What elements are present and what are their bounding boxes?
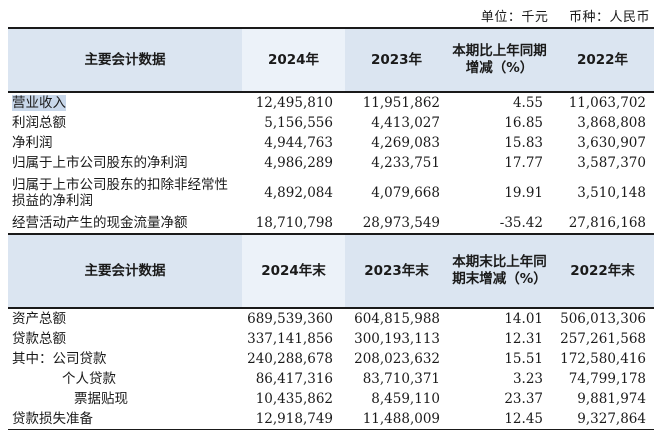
- value-2023: 4,233,751: [371, 155, 440, 171]
- table-row: 贷款损失准备 12,918,749 11,488,009 12.45 9,327…: [8, 409, 654, 430]
- value-2023: 83,710,371: [362, 371, 440, 387]
- row-label: 归属于上市公司股东的扣除非经常性损益的净利润: [12, 177, 228, 209]
- header-year-2022: 2022年: [551, 27, 654, 92]
- value-2022: 11,063,702: [551, 91, 654, 113]
- value-change: 12.45: [448, 409, 551, 430]
- value-change: 3.23: [512, 371, 543, 387]
- value-2024: 240,288,678: [247, 351, 333, 367]
- row-label: 其中：公司贷款: [12, 351, 107, 367]
- value-2022: 3,630,907: [577, 135, 646, 151]
- table-row: 利润总额 5,156,556 4,413,027 16.85 3,868,808: [8, 113, 654, 133]
- value-2022: 506,013,306: [551, 307, 654, 329]
- table-row: 其中：公司贷款 240,288,678 208,023,632 15.51 17…: [8, 349, 654, 369]
- row-label: 贷款损失准备: [8, 409, 242, 430]
- header-change: 本期比上年同期增减（%）: [448, 27, 551, 92]
- value-2022: 74,799,178: [568, 371, 646, 387]
- row-label: 营业收入: [8, 91, 242, 113]
- value-2022: 3,868,808: [577, 115, 646, 131]
- value-change: 19.91: [504, 185, 543, 201]
- value-2023: 28,973,549: [362, 215, 440, 231]
- value-change: 15.83: [504, 135, 543, 151]
- table-row: 归属于上市公司股东的净利润 4,986,289 4,233,751 17.77 …: [8, 153, 654, 173]
- row-label: 个人贷款: [62, 371, 116, 387]
- row-label: 归属于上市公司股东的净利润: [12, 155, 188, 171]
- table2-header-row: 主要会计数据 2024年末 2023年末 本期末比上年同期末增减（%） 2022…: [8, 233, 654, 308]
- value-2022: 27,816,168: [568, 215, 646, 231]
- value-2024: 10,435,862: [255, 391, 333, 407]
- table-row: 营业收入 12,495,810 11,951,862 4.55 11,063,7…: [8, 91, 654, 113]
- value-2024: 689,539,360: [242, 307, 345, 329]
- unit-label: 单位：千元: [480, 10, 549, 25]
- row-label: 利润总额: [12, 115, 66, 131]
- currency-label: 币种：人民币: [568, 10, 650, 25]
- table1-header-row: 主要会计数据 2024年 2023年 本期比上年同期增减（%） 2022年: [8, 27, 654, 92]
- value-2024: 18,710,798: [255, 215, 333, 231]
- value-2022: 9,881,974: [577, 391, 646, 407]
- value-2024: 5,156,556: [264, 115, 333, 131]
- value-2024: 337,141,856: [247, 331, 333, 347]
- header-accounting-data: 主要会计数据: [8, 233, 242, 308]
- header-year-end-2023: 2023年末: [345, 233, 448, 308]
- value-change: 15.51: [504, 351, 543, 367]
- value-change: 23.37: [504, 391, 543, 407]
- value-change: 17.77: [504, 155, 543, 171]
- table-row: 资产总额 689,539,360 604,815,988 14.01 506,0…: [8, 307, 654, 329]
- value-change: 16.85: [504, 115, 543, 131]
- value-2024: 12,495,810: [242, 91, 345, 113]
- value-2023: 11,488,009: [345, 409, 448, 430]
- table-row: 经营活动产生的现金流量净额 18,710,798 28,973,549 -35.…: [8, 213, 654, 234]
- value-2023: 208,023,632: [354, 351, 440, 367]
- value-2024: 12,918,749: [242, 409, 345, 430]
- header-year-end-2024: 2024年末: [242, 233, 345, 308]
- value-change: 12.31: [504, 331, 543, 347]
- value-2023: 4,269,083: [371, 135, 440, 151]
- table-row: 个人贷款 86,417,316 83,710,371 3.23 74,799,1…: [8, 369, 654, 389]
- value-2024: 4,944,763: [264, 135, 333, 151]
- value-2024: 4,986,289: [264, 155, 333, 171]
- table-row: 归属于上市公司股东的扣除非经常性损益的净利润 4,892,084 4,079,6…: [8, 173, 654, 213]
- value-change: -35.42: [499, 215, 543, 231]
- header-accounting-data: 主要会计数据: [8, 27, 242, 92]
- value-2022: 9,327,864: [551, 409, 654, 430]
- row-label: 贷款总额: [12, 331, 66, 347]
- value-2022: 3,510,148: [577, 185, 646, 201]
- row-label-text: 营业收入: [12, 95, 66, 111]
- value-2024: 86,417,316: [255, 371, 333, 387]
- value-2023: 11,951,862: [345, 91, 448, 113]
- value-change: 14.01: [448, 307, 551, 329]
- value-2023: 604,815,988: [345, 307, 448, 329]
- value-2023: 8,459,110: [371, 391, 440, 407]
- header-year-2023: 2023年: [345, 27, 448, 92]
- financial-data-table: 主要会计数据 2024年 2023年 本期比上年同期增减（%） 2022年 营业…: [8, 27, 654, 430]
- header-year-2024: 2024年: [242, 27, 345, 92]
- row-label: 净利润: [12, 135, 53, 151]
- value-2022: 257,261,568: [560, 331, 646, 347]
- row-label: 票据贴现: [74, 391, 128, 407]
- unit-line: 单位：千元 币种：人民币: [481, 6, 650, 25]
- value-2023: 4,079,668: [371, 185, 440, 201]
- value-change: 4.55: [448, 91, 551, 113]
- value-2023: 4,413,027: [371, 115, 440, 131]
- value-2022: 3,587,370: [577, 155, 646, 171]
- value-2024: 4,892,084: [264, 185, 333, 201]
- table-row: 净利润 4,944,763 4,269,083 15.83 3,630,907: [8, 133, 654, 153]
- row-label: 经营活动产生的现金流量净额: [12, 215, 188, 231]
- value-2023: 300,193,113: [354, 331, 440, 347]
- table-row: 票据贴现 10,435,862 8,459,110 23.37 9,881,97…: [8, 389, 654, 409]
- value-2022: 172,580,416: [560, 351, 646, 367]
- header-change: 本期末比上年同期末增减（%）: [448, 233, 551, 308]
- table-row: 贷款总额 337,141,856 300,193,113 12.31 257,2…: [8, 329, 654, 349]
- header-year-end-2022: 2022年末: [551, 233, 654, 308]
- row-label: 资产总额: [8, 307, 242, 329]
